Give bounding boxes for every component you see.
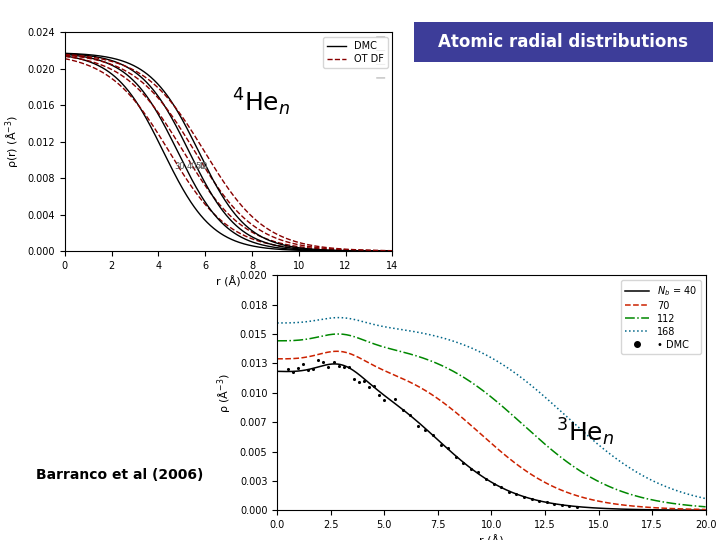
Point — [323, 362, 334, 371]
Point — [518, 493, 530, 502]
Legend: $N_b$ = 40, 70, 112, 168, • DMC: $N_b$ = 40, 70, 112, 168, • DMC — [621, 280, 701, 354]
Point — [571, 502, 582, 511]
Point — [510, 490, 522, 498]
Point — [292, 364, 304, 373]
Point — [526, 495, 537, 504]
Point — [369, 382, 380, 390]
Point — [343, 362, 354, 371]
Point — [534, 496, 545, 505]
Point — [302, 366, 314, 375]
Point — [480, 475, 492, 483]
Point — [374, 390, 385, 399]
Text: Barranco et al (2006): Barranco et al (2006) — [36, 468, 203, 482]
Text: $^{4}$He$_n$: $^{4}$He$_n$ — [232, 87, 291, 118]
Point — [427, 431, 438, 440]
Point — [312, 356, 324, 364]
Point — [412, 421, 423, 430]
Text: 40: 40 — [186, 162, 197, 171]
Text: 40: 40 — [198, 162, 208, 171]
Point — [318, 358, 329, 367]
Text: 50: 50 — [196, 162, 207, 171]
Point — [488, 480, 500, 489]
Point — [465, 465, 477, 474]
Point — [354, 377, 365, 386]
Y-axis label: ρ(r) (Å$^{-3}$): ρ(r) (Å$^{-3}$) — [4, 115, 22, 168]
Point — [457, 458, 469, 467]
Point — [390, 395, 401, 403]
X-axis label: r (Å): r (Å) — [479, 536, 504, 540]
Point — [442, 444, 454, 453]
Point — [359, 376, 370, 385]
Point — [338, 363, 349, 372]
Point — [541, 498, 552, 507]
Point — [364, 382, 375, 391]
Point — [405, 411, 416, 420]
Point — [307, 365, 319, 374]
Point — [297, 360, 309, 368]
Point — [473, 468, 485, 476]
Point — [564, 502, 575, 510]
Point — [420, 426, 431, 434]
Point — [556, 501, 567, 509]
Legend: DMC, OT DF: DMC, OT DF — [323, 37, 387, 68]
Point — [282, 365, 294, 374]
Point — [450, 453, 462, 461]
X-axis label: r (Å): r (Å) — [216, 276, 241, 288]
Point — [503, 488, 515, 496]
Point — [333, 362, 344, 370]
Point — [435, 440, 446, 449]
Y-axis label: ρ (Å$^{-3}$): ρ (Å$^{-3}$) — [216, 373, 234, 413]
Text: Atomic radial distributions: Atomic radial distributions — [438, 33, 688, 51]
Point — [379, 396, 390, 404]
Point — [495, 483, 507, 491]
Text: 30: 30 — [175, 162, 186, 171]
Point — [348, 374, 359, 383]
Point — [287, 368, 299, 376]
Point — [397, 406, 408, 414]
Point — [328, 357, 339, 366]
Point — [549, 500, 560, 508]
Text: $^{3}$He$_n$: $^{3}$He$_n$ — [557, 417, 615, 449]
